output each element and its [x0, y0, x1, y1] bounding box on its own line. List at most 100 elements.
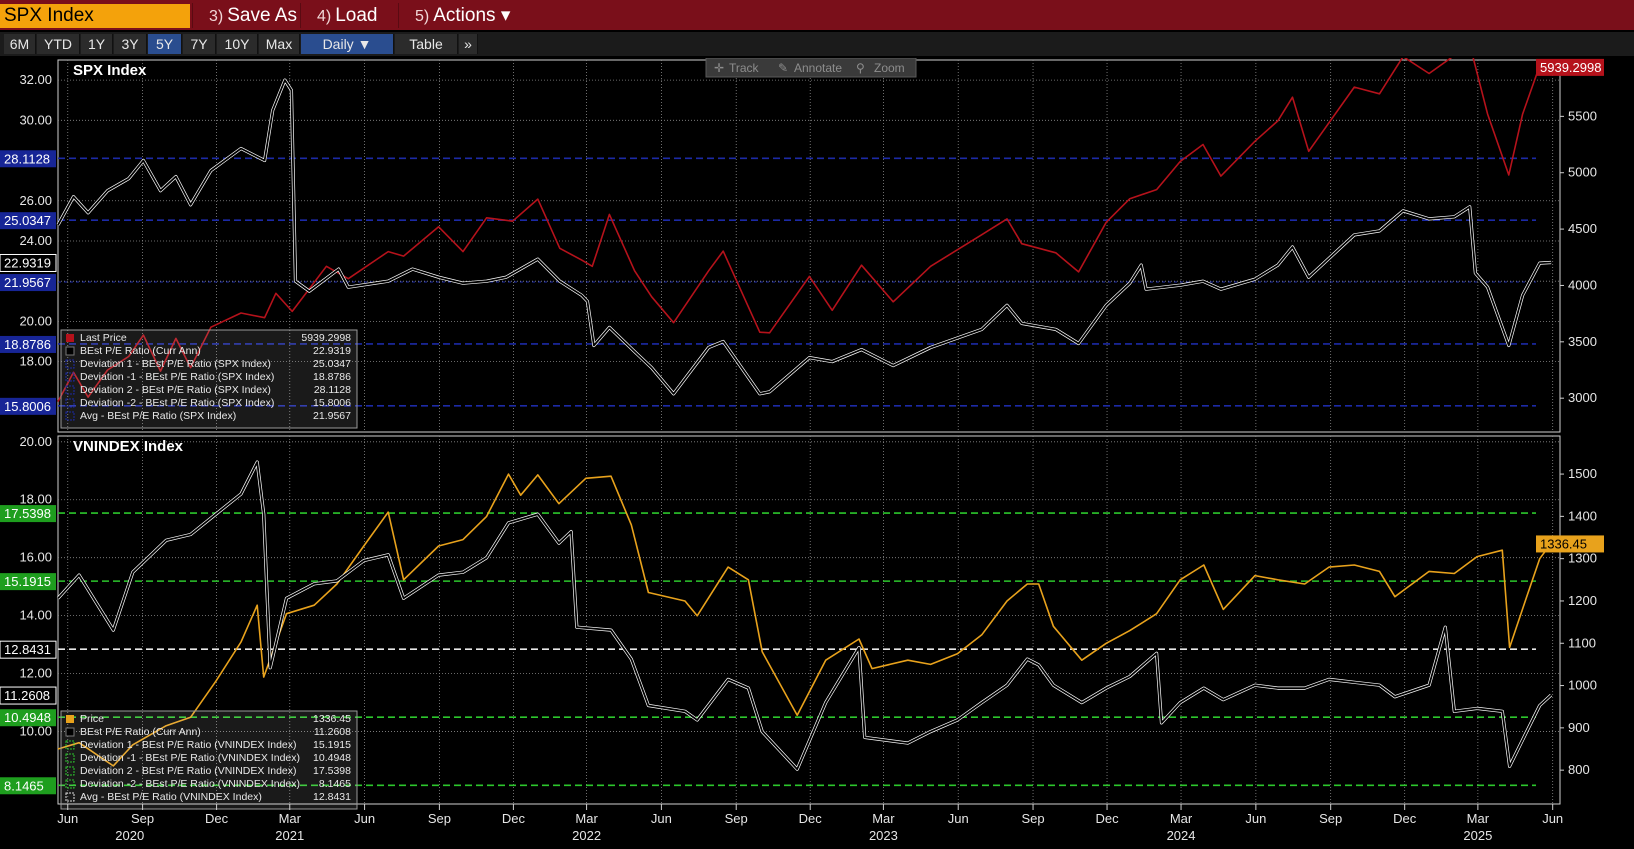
vn-band-label: 15.1915 [4, 574, 51, 589]
range-10y-button[interactable]: 10Y [217, 34, 258, 54]
spx-price-line [57, 58, 1552, 402]
vn-left-tick: 12.00 [19, 666, 52, 681]
vn-band-label: 12.8431 [4, 642, 51, 657]
save-as-number: 3) [209, 8, 224, 25]
vn-legend-swatch [65, 792, 75, 802]
track-tool[interactable]: ✛ Track [714, 61, 760, 75]
actions-button[interactable]: 5) Actions ▾ [398, 3, 528, 28]
range-ytd-button[interactable]: YTD [37, 34, 80, 54]
spx-legend-swatch [65, 411, 75, 421]
frequency-dropdown[interactable]: Daily ▼ [301, 34, 394, 54]
range-1y-button[interactable]: 1Y [81, 34, 113, 54]
annotate-tool[interactable]: ✎ Annotate [778, 61, 842, 75]
load-label: Load [335, 5, 378, 26]
spx-pe-tag-label: 22.9319 [4, 255, 51, 270]
range-toolbar: 6M YTD 1Y 3Y 5Y 7Y 10Y Max Daily ▼ Table… [0, 32, 1634, 56]
vn-right-tick: 900 [1568, 720, 1590, 735]
chart-area: 18.0020.0022.0024.0026.0030.0032.0030003… [0, 58, 1604, 843]
x-tick-year: 2025 [1463, 828, 1492, 843]
spx-right-tick: 3000 [1568, 390, 1597, 405]
x-tick-month: Sep [1319, 811, 1342, 826]
vn-band-tag [0, 640, 57, 659]
x-tick-month: Jun [948, 811, 969, 826]
title-bar: SPX Index 3) Save As 4) Load 5) Actions ▾ [0, 0, 1634, 30]
spx-legend-label: Deviation -2 - BEst P/E Ratio (SPX Index… [80, 397, 274, 409]
spx-right-tick: 4500 [1568, 221, 1597, 236]
pencil-icon: ✎ [778, 61, 788, 75]
x-tick-month: Jun [1542, 811, 1563, 826]
vn-price-line [57, 473, 1552, 767]
actions-number: 5) [415, 8, 430, 25]
save-as-label: Save As [227, 5, 297, 26]
x-tick-month: Mar [575, 811, 598, 826]
x-tick-year: 2024 [1167, 828, 1196, 843]
vn-left-tick: 14.00 [19, 608, 52, 623]
vn-left-tick: 20.00 [19, 434, 52, 449]
track-label: Track [729, 61, 760, 75]
vn-legend-label: BEst P/E Ratio (Curr Ann) [80, 726, 201, 738]
spx-band-tag [0, 150, 56, 168]
spx-left-tick: 30.00 [19, 112, 52, 127]
spx-band-tag [0, 212, 56, 230]
range-6m-button[interactable]: 6M [4, 34, 36, 54]
spx-legend-label: Avg - BEst P/E Ratio (SPX Index) [80, 410, 236, 422]
x-tick-month: Mar [1467, 811, 1490, 826]
spx-right-tick: 3500 [1568, 334, 1597, 349]
table-button[interactable]: Table [395, 34, 458, 54]
x-tick-month: Dec [502, 811, 526, 826]
spx-left-tick: 24.00 [19, 233, 52, 248]
save-as-button[interactable]: 3) Save As [192, 3, 298, 28]
chart-tools: ✛ Track ✎ Annotate ⚲ Zoom [705, 58, 917, 78]
vn-legend-value: 10.4948 [313, 752, 351, 764]
spx-price-tag-label: 5939.2998 [1540, 60, 1601, 75]
x-tick-month: Dec [799, 811, 823, 826]
vn-price-tag-label: 1336.45 [1540, 536, 1587, 551]
x-tick-year: 2023 [869, 828, 898, 843]
spx-right-tick: 4000 [1568, 277, 1597, 292]
range-5y-button[interactable]: 5Y [148, 34, 182, 54]
annotate-label: Annotate [794, 61, 842, 75]
vn-legend-label: Price [80, 713, 104, 725]
spx-left-tick: 20.00 [19, 313, 52, 328]
x-tick-month: Dec [1095, 811, 1119, 826]
spx-legend-value: 22.9319 [313, 345, 351, 357]
x-tick-month: Sep [1021, 811, 1044, 826]
vn-legend-swatch [66, 715, 74, 723]
vn-band-tag [0, 573, 56, 591]
vn-legend-label: Deviation 2 - BEst P/E Ratio (VNINDEX In… [80, 765, 297, 777]
x-tick-month: Mar [279, 811, 302, 826]
spx-legend-label: Deviation 1 - BEst P/E Ratio (SPX Index) [80, 358, 271, 370]
security-field[interactable]: SPX Index [0, 4, 190, 28]
vnindex-panel: 10.00 12.00 14.00 16.00 18.00 20.00 800 900 1000… [0, 434, 1604, 810]
x-tick-month: Jun [57, 811, 78, 826]
range-7y-button[interactable]: 7Y [183, 34, 216, 54]
x-tick-month: Jun [1245, 811, 1266, 826]
vn-legend-swatch [65, 727, 75, 737]
spx-pe-tag [0, 253, 57, 272]
spx-legend-value: 21.9567 [313, 410, 351, 422]
x-tick-month: Sep [131, 811, 154, 826]
range-3y-button[interactable]: 3Y [114, 34, 147, 54]
vn-legend-value: 12.8431 [313, 791, 351, 803]
x-tick-month: Dec [1393, 811, 1417, 826]
x-tick-month: Sep [428, 811, 451, 826]
vn-price-tag [1536, 535, 1604, 553]
range-max-button[interactable]: Max [259, 34, 300, 54]
load-button[interactable]: 4) Load [300, 3, 396, 28]
x-tick-month: Jun [651, 811, 672, 826]
zoom-tool[interactable]: ⚲ Zoom [856, 61, 905, 75]
spx-legend-swatch [65, 346, 75, 356]
spx-legend-label: Deviation -1 - BEst P/E Ratio (SPX Index… [80, 371, 274, 383]
spx-band-tag [0, 335, 56, 353]
spx-plot-frame [57, 59, 1561, 433]
spx-legend-box [60, 329, 358, 429]
vn-pe-line [57, 461, 1552, 771]
vn-right-tick: 1500 [1568, 466, 1597, 481]
vn-legend-box [60, 710, 358, 810]
spx-legend-value: 18.8786 [313, 371, 351, 383]
zoom-icon: ⚲ [856, 61, 865, 75]
vn-right-tick: 1400 [1568, 508, 1597, 523]
more-button[interactable]: » [459, 34, 478, 54]
vn-left-tick: 10.00 [19, 724, 52, 739]
vn-band-label: 8.1465 [4, 778, 44, 793]
